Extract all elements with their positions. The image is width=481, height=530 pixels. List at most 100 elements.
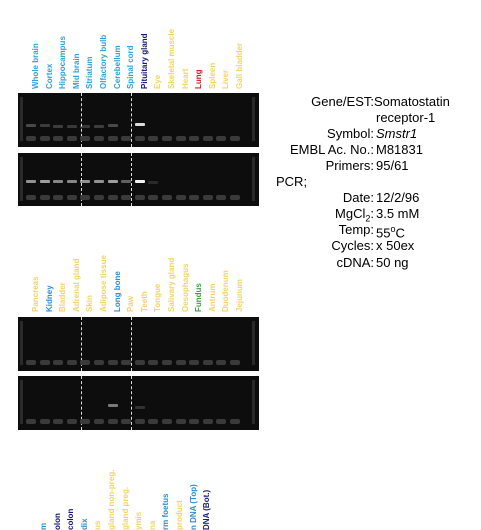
primer-smear (230, 136, 240, 141)
gel-band (94, 180, 104, 183)
primer-smear (189, 360, 200, 365)
primer-smear (26, 136, 36, 141)
gel-band (148, 181, 159, 184)
primer-smear (26, 419, 36, 424)
primer-smear (216, 195, 227, 200)
lane-separator (131, 153, 132, 206)
primer-smear (107, 419, 118, 424)
lane-label: na (147, 520, 157, 530)
gel-top-lower (18, 153, 259, 206)
primer-smear (121, 195, 132, 200)
primer-smear (230, 360, 240, 365)
temp-key: Temp: (338, 222, 374, 237)
lane-separator (81, 317, 82, 371)
primer-smear (134, 419, 145, 424)
primer-smear (134, 360, 145, 365)
primer-smear (53, 195, 64, 200)
date-key: Date: (342, 190, 374, 205)
primer-smear (94, 360, 104, 365)
primer-smear (80, 360, 91, 365)
gel-top-upper (18, 93, 259, 147)
gel-band (26, 124, 36, 127)
primer-smear (53, 419, 64, 424)
lane-label: olon (52, 513, 62, 530)
gel-band (107, 180, 118, 183)
primer-smear (148, 136, 159, 141)
info-block: Gene/EST: Somatostatin receptor-1 Symbol… (276, 94, 450, 270)
gene-key: Gene/EST: (311, 94, 374, 109)
embl-value: M81831 (376, 142, 423, 157)
primers-value: 95/61 (376, 158, 409, 173)
primer-smear (162, 360, 172, 365)
gel-band (26, 180, 36, 183)
primer-smear (80, 195, 91, 200)
primer-smear (39, 360, 50, 365)
primer-smear (189, 195, 200, 200)
primer-smear (216, 136, 227, 141)
primer-smear (162, 419, 172, 424)
date-value: 12/2/96 (376, 190, 420, 205)
lane-separator (131, 376, 132, 430)
primer-smear (66, 360, 77, 365)
primer-smear (39, 136, 50, 141)
gene-value-line2: receptor-1 (376, 110, 436, 125)
primer-smear (121, 419, 132, 424)
gene-value-line1: Somatostatin (374, 94, 450, 109)
lane-separator (131, 93, 132, 147)
gel-band (53, 125, 64, 128)
primer-smear (216, 360, 227, 365)
gel-band (94, 125, 104, 128)
primer-smear (148, 419, 159, 424)
primer-smear (175, 419, 186, 424)
mgcl-key: MgCl2: (335, 206, 374, 224)
primer-smear (162, 195, 172, 200)
primer-smear (39, 195, 50, 200)
primer-smear (175, 136, 186, 141)
ladder-lane (252, 321, 255, 365)
gel-band (80, 125, 91, 128)
primer-smear (107, 136, 118, 141)
cycles-value: x 50ex (376, 238, 415, 253)
lane-separator (131, 317, 132, 371)
primer-smear (53, 136, 64, 141)
gel-band (80, 180, 91, 183)
primer-smear (202, 195, 213, 200)
lane-label: ymis (134, 511, 144, 530)
primer-smear (175, 195, 186, 200)
primer-smear (107, 360, 118, 365)
primer-smear (66, 136, 77, 141)
gel-band (39, 124, 50, 127)
primer-smear (175, 360, 186, 365)
gel-band (134, 180, 145, 183)
gel-band (39, 180, 50, 183)
mgcl-value: 3.5 mM (376, 206, 420, 221)
ladder-lane (20, 157, 23, 201)
pcr-heading: PCR; (276, 174, 308, 189)
gel-band (121, 180, 132, 183)
cdna-value: 50 ng (376, 255, 409, 270)
ladder-lane (20, 380, 23, 424)
primer-smear (148, 195, 159, 200)
primer-smear (134, 195, 145, 200)
primers-key: Primers: (325, 158, 374, 173)
primer-smear (80, 419, 91, 424)
primer-smear (80, 136, 91, 141)
lane-separator (81, 376, 82, 430)
lane-label: dix (79, 518, 89, 530)
embl-key: EMBL Ac. No.: (289, 142, 374, 157)
primer-smear (121, 360, 132, 365)
gel-band (134, 406, 145, 409)
ladder-lane (252, 97, 255, 141)
gel-band (134, 123, 145, 126)
ladder-lane (20, 321, 23, 365)
cycles-key: Cycles: (331, 238, 374, 253)
primer-smear (121, 136, 132, 141)
primer-smear (189, 136, 200, 141)
lane-label: m (39, 522, 48, 530)
primer-smear (94, 195, 104, 200)
primer-smear (94, 419, 104, 424)
temp-value: 55oC (376, 224, 405, 241)
primer-smear (230, 419, 240, 424)
gel-bottom-upper (18, 317, 259, 371)
gel-band (107, 124, 118, 127)
